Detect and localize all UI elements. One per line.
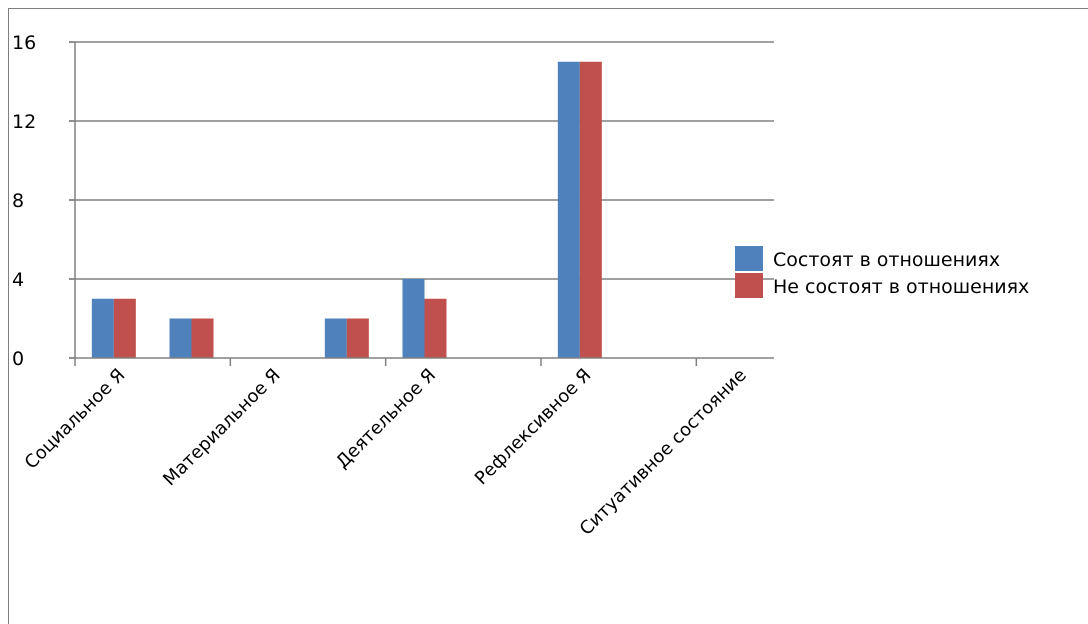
x-category-label: Социальное Я [21,365,130,474]
chart-frame [8,8,1088,624]
x-category-label: Деятельное Я [332,365,440,473]
y-tick-label: 0 [12,348,24,370]
y-tick-label: 12 [12,111,36,133]
x-category-label: Материальное Я [159,365,285,491]
y-tick-label: 8 [12,190,24,212]
x-category-label: Ситуативное состояние [576,365,751,540]
bar [346,318,369,358]
y-tick-label: 4 [12,269,24,291]
x-category-labels: Социальное Я Материальное Я Деятельное Я Ре… [21,365,751,540]
legend-label: Состоят в отношениях [773,249,1000,271]
bar [91,298,114,358]
x-category-label: Рефлексивное Я [471,365,595,489]
legend: Состоят в отношениях Не состоят в отношен… [735,246,1029,298]
bar [424,298,447,358]
legend-swatch [735,246,763,271]
bar [402,279,425,358]
y-tick-labels: 0 4 8 12 16 [12,32,36,370]
axes [69,41,774,366]
y-tick-label: 16 [12,32,36,54]
bar [113,298,136,358]
bar [191,318,214,358]
legend-swatch [735,273,763,298]
bar-series [91,61,602,358]
gridlines [69,41,774,280]
bar [169,318,192,358]
bar [557,61,580,358]
bar [579,61,602,358]
bar [324,318,347,358]
legend-label: Не состоят в отношениях [773,276,1029,298]
